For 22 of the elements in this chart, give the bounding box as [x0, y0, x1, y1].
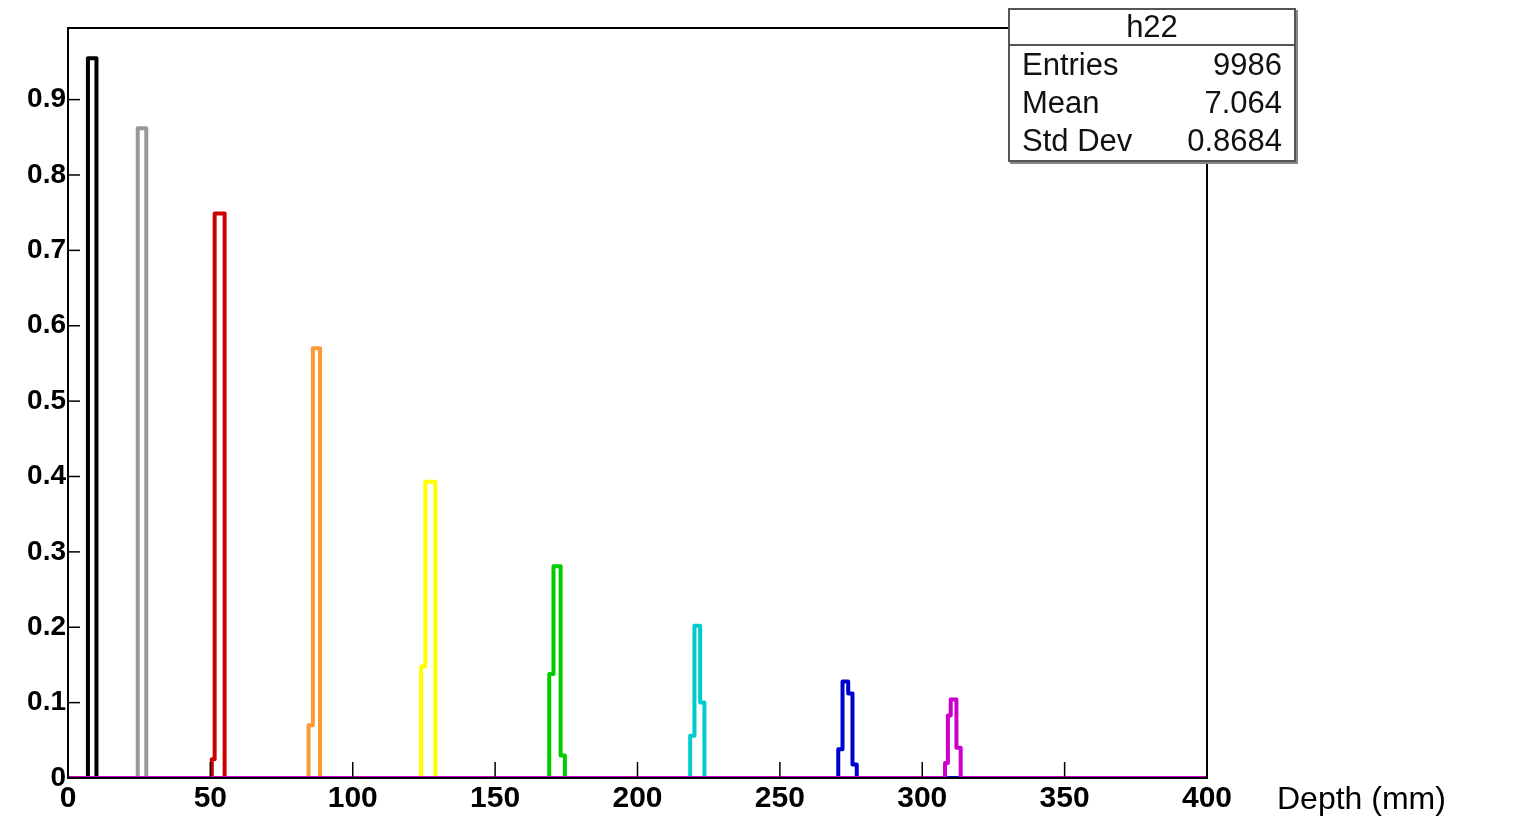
- x-tick-label: 200: [612, 780, 663, 814]
- y-tick-label: 0.1: [27, 685, 66, 717]
- x-axis-title: Depth (mm): [1277, 779, 1446, 816]
- x-tick-label: 100: [327, 780, 378, 814]
- x-tick-label: 300: [897, 780, 948, 814]
- y-tick-label: 0.5: [27, 383, 66, 415]
- y-tick-label: 0.9: [27, 82, 66, 114]
- text: Mean 7.064: [1022, 85, 1282, 120]
- y-tick-label: 0.8: [27, 157, 66, 189]
- annotation: h22: [1010, 9, 1294, 46]
- x-tick-label: 400: [1181, 780, 1233, 814]
- x-tick-label: 150: [470, 780, 521, 814]
- y-tick-label: 0.3: [27, 534, 66, 566]
- text: Std Dev 0.8684: [1022, 123, 1282, 158]
- y-tick-label: 0.2: [27, 609, 66, 641]
- x-tick-label: 250: [754, 780, 805, 814]
- text: Entries 9986: [1022, 47, 1282, 82]
- y-tick-label: 0.7: [27, 233, 66, 265]
- x-tick-label: 50: [193, 780, 228, 814]
- y-tick-label: 0.4: [27, 459, 67, 491]
- y-tick-label: 0.6: [27, 308, 66, 340]
- x-tick-label: 350: [1039, 780, 1090, 814]
